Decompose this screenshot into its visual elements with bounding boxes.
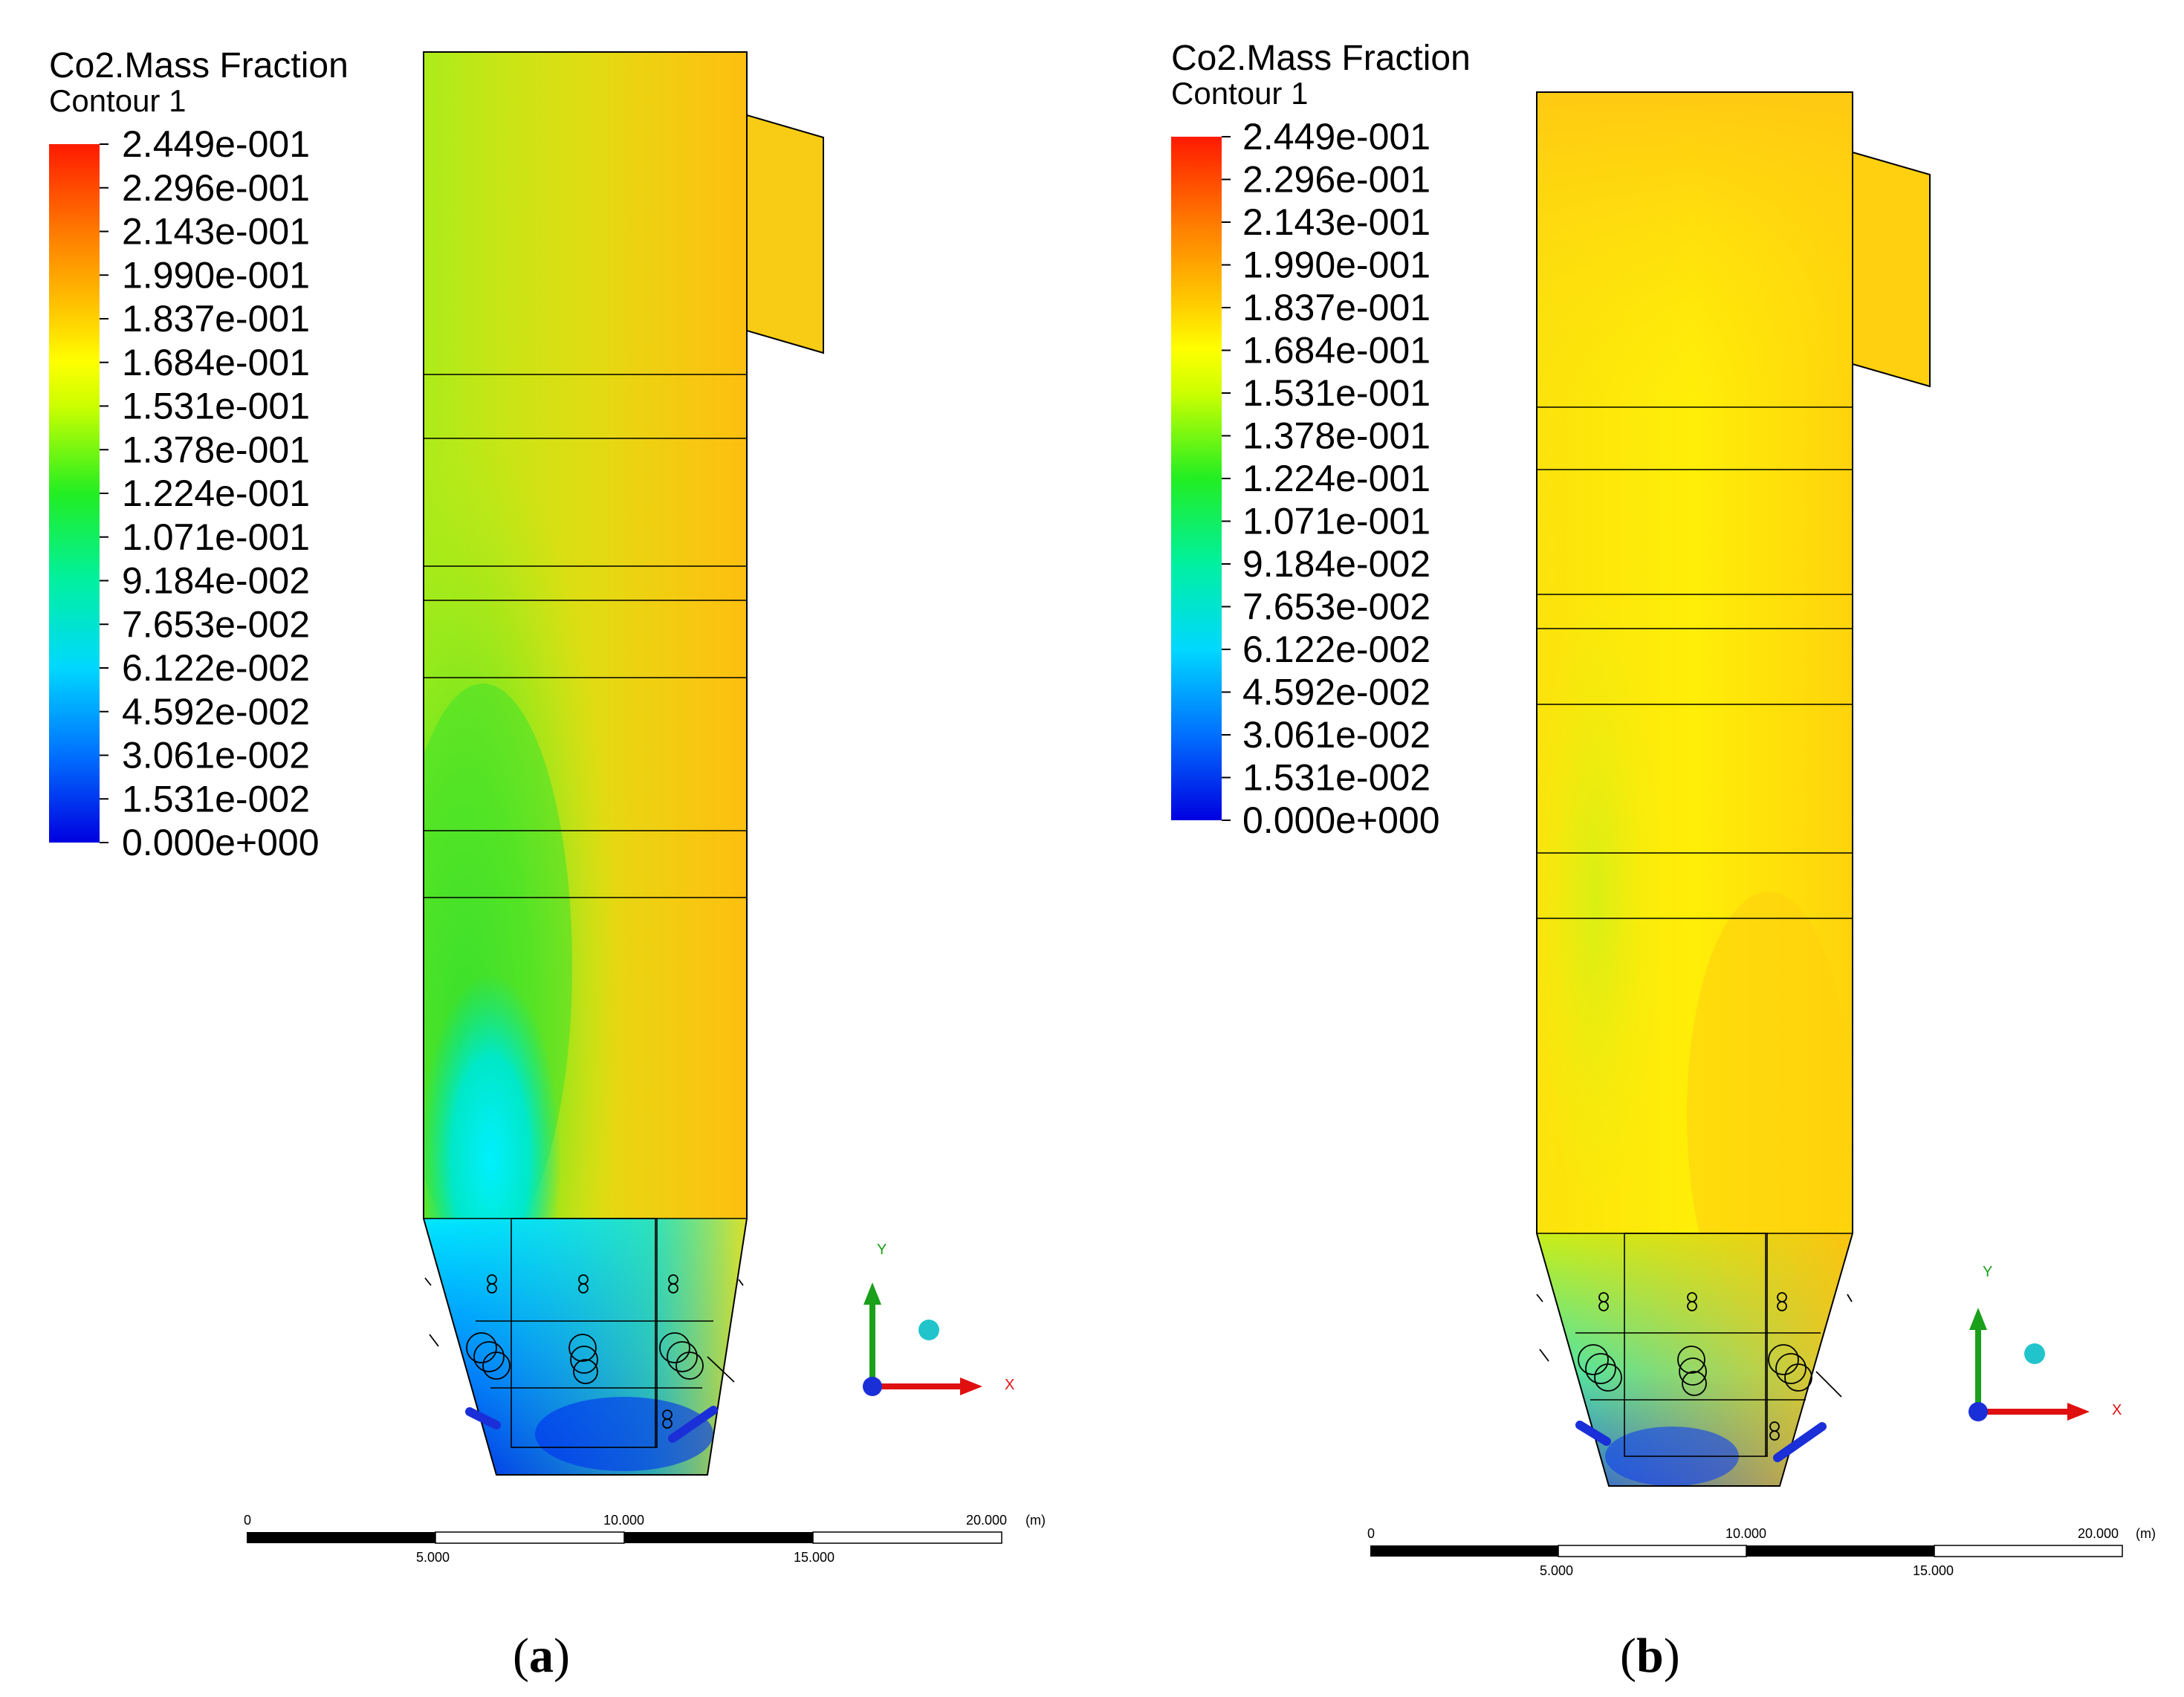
section-lines <box>424 374 747 1448</box>
legend-value: 6.122e-002 <box>1242 629 1430 670</box>
axis-x-label: X <box>1005 1377 1014 1393</box>
outlet-duct <box>746 114 824 354</box>
outlet-duct <box>1852 151 1931 388</box>
legend-value: 6.122e-002 <box>122 647 310 689</box>
legend-value: 2.449e-001 <box>122 123 310 165</box>
legend-value: 2.143e-001 <box>1242 201 1430 243</box>
panel-a: Co2.Mass Fraction Contour 1 2.449e-0012.… <box>49 46 1046 1683</box>
legend-value: 2.449e-001 <box>1242 116 1430 158</box>
legend-value: 9.184e-002 <box>1242 543 1430 585</box>
panel-caption: (a) <box>513 1629 570 1683</box>
color-legend: 2.449e-0012.296e-0012.143e-0011.990e-001… <box>1171 116 1440 841</box>
scale-label-20: 20.000 <box>966 1513 1007 1528</box>
legend-value: 1.224e-001 <box>1242 458 1430 499</box>
legend-subtitle: Contour 1 <box>49 83 186 118</box>
contour-plot <box>424 52 747 1475</box>
scale-bar <box>1370 1545 2123 1557</box>
scale-bar <box>247 1531 1002 1544</box>
panel-b: Co2.Mass Fraction Contour 1 2.449e-0012.… <box>1171 39 2156 1683</box>
axis-x-label: X <box>2112 1402 2122 1418</box>
legend-title: Co2.Mass Fraction <box>49 46 349 85</box>
legend-value: 2.296e-001 <box>1242 159 1430 201</box>
legend-value: 0.000e+000 <box>122 822 320 863</box>
legend-value: 2.143e-001 <box>122 211 310 253</box>
burner-markers <box>424 1274 744 1429</box>
legend-value: 4.592e-002 <box>122 691 310 733</box>
burner-markers <box>1536 1292 1853 1441</box>
scale-label-0: 0 <box>1367 1526 1375 1541</box>
air-nozzle-left <box>465 1407 501 1430</box>
legend-subtitle: Contour 1 <box>1171 76 1308 111</box>
legend-value: 1.378e-001 <box>122 429 310 470</box>
axis-triad <box>1968 1308 2090 1421</box>
legend-value: 1.684e-001 <box>122 342 310 383</box>
legend-value: 1.684e-001 <box>1242 330 1430 371</box>
air-nozzle-right <box>1773 1422 1827 1462</box>
legend-colorbar <box>49 144 100 843</box>
scale-label-10: 10.000 <box>603 1513 644 1528</box>
scale-label-20: 20.000 <box>2078 1526 2119 1541</box>
legend-value: 3.061e-002 <box>122 735 310 776</box>
scale-label-5: 5.000 <box>416 1550 450 1565</box>
legend-value: 1.531e-001 <box>122 386 310 427</box>
legend-value: 0.000e+000 <box>1242 799 1440 841</box>
axis-y-label: Y <box>877 1242 887 1258</box>
legend-colorbar <box>1171 137 1222 820</box>
legend-value: 4.592e-002 <box>1242 672 1430 713</box>
legend-value: 7.653e-002 <box>122 603 310 645</box>
scale-label-0: 0 <box>244 1513 251 1528</box>
legend-value: 1.071e-001 <box>1242 501 1430 542</box>
contour-plot <box>1537 92 1853 1486</box>
legend-value: 3.061e-002 <box>1242 714 1430 756</box>
legend-value: 2.296e-001 <box>122 167 310 209</box>
axis-triad <box>863 1282 982 1396</box>
panel-caption: (b) <box>1620 1629 1680 1683</box>
legend-value: 1.531e-002 <box>1242 757 1430 799</box>
legend-value: 1.378e-001 <box>1242 415 1430 457</box>
legend-value: 1.071e-001 <box>122 516 310 558</box>
scale-unit: (m) <box>1025 1513 1046 1528</box>
legend-value: 9.184e-002 <box>122 560 310 602</box>
color-legend: 2.449e-0012.296e-0012.143e-0011.990e-001… <box>49 123 320 863</box>
air-nozzle-right <box>668 1406 718 1443</box>
legend-value: 1.837e-001 <box>122 298 310 340</box>
scale-unit: (m) <box>2136 1526 2156 1541</box>
scale-label-15: 15.000 <box>1913 1563 1954 1578</box>
scale-label-15: 15.000 <box>794 1550 835 1565</box>
legend-value: 1.224e-001 <box>122 473 310 514</box>
legend-title: Co2.Mass Fraction <box>1171 39 1471 78</box>
legend-value: 1.531e-001 <box>1242 372 1430 414</box>
scale-label-5: 5.000 <box>1540 1563 1573 1578</box>
axis-y-label: Y <box>1983 1264 1992 1280</box>
scale-label-10: 10.000 <box>1726 1526 1766 1541</box>
legend-value: 7.653e-002 <box>1242 586 1430 628</box>
legend-value: 1.990e-001 <box>122 254 310 296</box>
legend-value: 1.531e-002 <box>122 778 310 820</box>
section-lines <box>1537 406 1853 1457</box>
legend-value: 1.837e-001 <box>1242 287 1430 328</box>
air-nozzle-left <box>1575 1421 1611 1446</box>
legend-value: 1.990e-001 <box>1242 244 1430 286</box>
